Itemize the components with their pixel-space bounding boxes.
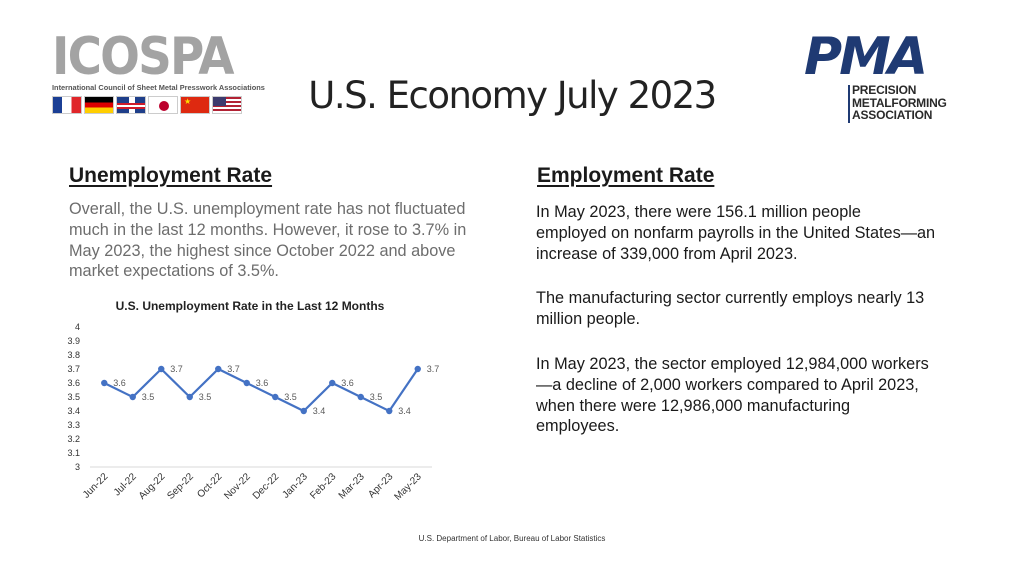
employment-paragraph-2: The manufacturing sector currently emplo…: [536, 289, 925, 328]
chart-title: U.S. Unemployment Rate in the Last 12 Mo…: [116, 299, 385, 313]
data-point: [300, 407, 307, 415]
x-tick-label: Feb-23: [308, 471, 338, 501]
data-label: 3.6: [256, 378, 269, 388]
pma-logo-line: ASSOCIATION: [852, 108, 933, 122]
data-point: [329, 379, 336, 387]
flag-japan-icon: [148, 96, 178, 114]
x-tick-label: Dec-22: [251, 471, 282, 502]
employment-paragraph-1: In May 2023, there were 156.1 million pe…: [536, 203, 936, 263]
x-tick-label: Jan-23: [280, 471, 310, 501]
data-label: 3.5: [199, 392, 212, 402]
data-point: [386, 407, 393, 415]
x-tick-label: Nov-22: [222, 471, 253, 502]
unemployment-paragraph: Overall, the U.S. unemployment rate has …: [69, 200, 467, 281]
data-labels: 3.6 3.5 3.7 3.5 3.7 3.6 3.5 3.4 3.6 3.5 3.4 3.7: [113, 364, 439, 416]
slide-title: U.S. Economy July 2023: [308, 74, 717, 117]
flag-usa-icon: [212, 96, 242, 114]
flag-germany-icon: [84, 96, 114, 114]
y-tick-label: 4: [75, 322, 80, 332]
pma-logo-text: PRECISION METALFORMING ASSOCIATION: [852, 84, 947, 122]
series-polyline: [103, 367, 419, 413]
flag-uk-icon: [116, 96, 146, 114]
icospa-logo-subtitle: International Council of Sheet Metal Pre…: [52, 83, 265, 92]
y-tick-label: 3.9: [67, 336, 80, 346]
data-point: [215, 365, 222, 373]
flag-row: [52, 96, 242, 114]
data-point: [101, 379, 108, 387]
pma-logo-divider: [848, 85, 850, 123]
data-label: 3.7: [227, 364, 240, 374]
data-point: [357, 393, 364, 401]
x-tick-label: Aug-22: [137, 471, 168, 502]
pma-logo-line: METALFORMING: [852, 95, 947, 110]
x-tick-label: Sep-22: [165, 471, 196, 502]
data-point: [243, 379, 250, 387]
series-line: [101, 365, 421, 415]
data-label: 3.4: [313, 406, 326, 416]
icospa-logo-word: ICOSPA: [52, 27, 234, 87]
data-point: [186, 393, 193, 401]
pma-logo-line: PRECISION: [852, 83, 917, 97]
unemployment-heading: Unemployment Rate: [69, 164, 273, 187]
y-axis: 4 3.9 3.8 3.7 3.6 3.5 3.4 3.3 3.2 3.1 3: [67, 322, 80, 472]
data-point: [158, 365, 165, 373]
y-tick-label: 3.6: [67, 378, 80, 388]
y-tick-label: 3.7: [67, 364, 80, 374]
data-label: 3.7: [427, 364, 440, 374]
data-label: 3.6: [113, 378, 126, 388]
flag-china-icon: [180, 96, 210, 114]
y-tick-label: 3.5: [67, 392, 80, 402]
x-tick-label: May-23: [393, 471, 425, 503]
x-tick-label: Jul-22: [112, 471, 139, 498]
unemployment-chart: U.S. Unemployment Rate in the Last 12 Mo…: [67, 299, 439, 503]
data-point: [129, 393, 136, 401]
data-label: 3.5: [284, 392, 297, 402]
data-point: [414, 365, 421, 373]
x-tick-label: Mar-23: [337, 471, 367, 501]
x-tick-label: Oct-22: [195, 471, 224, 500]
pma-logo-word: PMA: [804, 27, 928, 87]
data-label: 3.6: [341, 378, 354, 388]
y-tick-label: 3.3: [67, 420, 80, 430]
y-tick-label: 3.4: [67, 406, 80, 416]
icospa-logo: ICOSPA International Council of Sheet Me…: [52, 27, 265, 116]
x-tick-label: Jun-22: [81, 471, 111, 501]
y-tick-label: 3.2: [67, 434, 80, 444]
source-footer: U.S. Department of Labor, Bureau of Labo…: [418, 534, 606, 543]
data-label: 3.5: [142, 392, 155, 402]
y-tick-label: 3.1: [67, 448, 80, 458]
x-tick-label: Apr-23: [366, 471, 395, 500]
y-tick-label: 3: [75, 462, 80, 472]
data-label: 3.7: [170, 364, 183, 374]
data-point: [272, 393, 279, 401]
employment-paragraph-3: In May 2023, the sector employed 12,984,…: [536, 355, 929, 436]
y-tick-label: 3.8: [67, 350, 80, 360]
data-label: 3.4: [398, 406, 411, 416]
flag-france-icon: [52, 96, 82, 114]
employment-heading: Employment Rate: [537, 164, 715, 187]
data-label: 3.5: [370, 392, 383, 402]
pma-logo: PMA PRECISION METALFORMING ASSOCIATION: [804, 30, 964, 124]
